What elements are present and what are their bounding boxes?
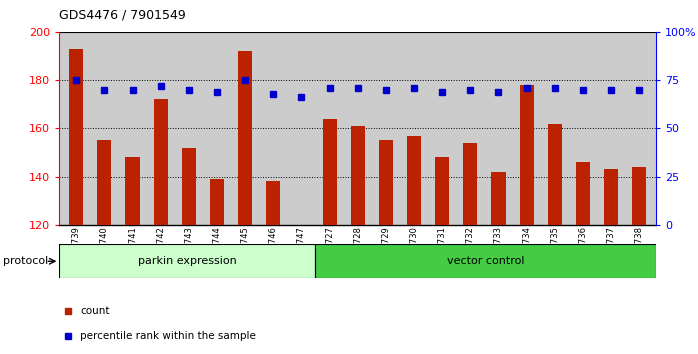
Bar <box>463 143 477 225</box>
Bar <box>576 162 590 225</box>
Text: protocol: protocol <box>3 256 49 266</box>
Bar <box>407 136 421 225</box>
Bar <box>210 179 224 225</box>
Bar <box>238 51 252 225</box>
Text: vector control: vector control <box>447 256 524 266</box>
Bar <box>519 85 534 225</box>
Bar <box>126 157 140 225</box>
Bar <box>59 244 315 278</box>
Bar <box>181 148 196 225</box>
Text: parkin expression: parkin expression <box>138 256 237 266</box>
Text: GDS4476 / 7901549: GDS4476 / 7901549 <box>59 9 186 22</box>
Bar <box>266 181 281 225</box>
Bar <box>548 124 562 225</box>
Bar <box>315 244 656 278</box>
Text: count: count <box>80 306 110 316</box>
Bar <box>97 141 112 225</box>
Bar <box>350 126 365 225</box>
Bar <box>322 119 336 225</box>
Bar <box>632 167 646 225</box>
Bar <box>379 141 393 225</box>
Bar <box>435 157 450 225</box>
Text: percentile rank within the sample: percentile rank within the sample <box>80 331 256 341</box>
Bar <box>154 99 168 225</box>
Bar <box>491 172 505 225</box>
Bar <box>69 49 83 225</box>
Bar <box>604 169 618 225</box>
